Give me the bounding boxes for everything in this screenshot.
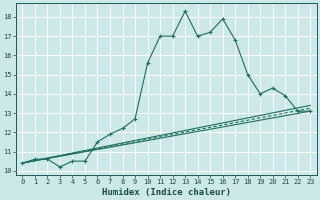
X-axis label: Humidex (Indice chaleur): Humidex (Indice chaleur) [102,188,231,197]
